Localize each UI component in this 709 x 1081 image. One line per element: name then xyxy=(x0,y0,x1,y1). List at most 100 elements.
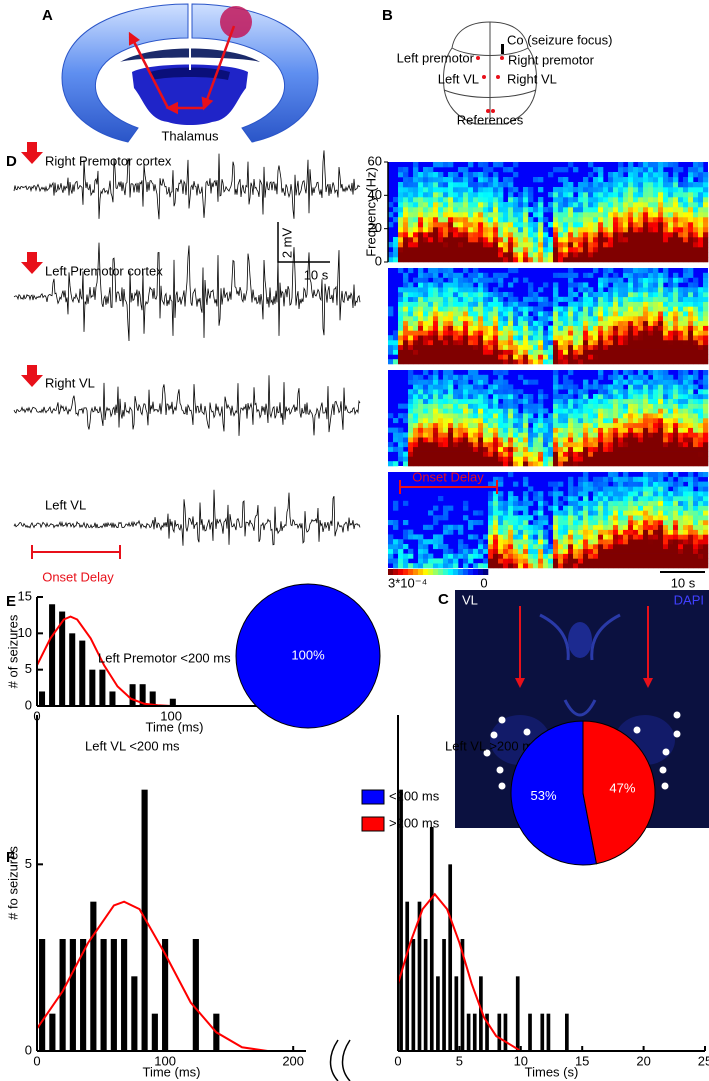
spectrogram-cell xyxy=(438,408,443,413)
spectrogram-cell xyxy=(398,192,403,197)
spectrogram-cell xyxy=(663,207,668,212)
spectrogram-cell xyxy=(473,237,478,242)
spectrogram-cell xyxy=(688,501,693,506)
spectrogram-cell xyxy=(478,423,483,428)
spectrogram-cell xyxy=(613,491,618,496)
spectrogram-cell xyxy=(553,461,558,466)
spectrogram-cell xyxy=(648,217,653,222)
spectrogram-cell xyxy=(543,217,548,222)
spectrogram-cell xyxy=(483,182,488,187)
spectrogram-cell xyxy=(683,202,688,207)
spectrogram-cell xyxy=(533,539,538,544)
spectrogram-cell xyxy=(698,418,703,423)
spectrogram-cell xyxy=(608,217,613,222)
spectrogram-cell xyxy=(463,432,468,437)
spectrogram-cell xyxy=(698,544,703,549)
spectrogram-cell xyxy=(473,257,478,262)
spectrogram-cell xyxy=(603,423,608,428)
spectrogram-cell xyxy=(458,273,463,278)
spectrogram-cell xyxy=(493,442,498,447)
spectrogram-cell xyxy=(668,380,673,385)
spectrogram-cell xyxy=(688,515,693,520)
spectrogram-cell xyxy=(438,496,443,501)
spectrogram-cell xyxy=(573,432,578,437)
spectrogram-cell xyxy=(673,278,678,283)
spectrogram-cell xyxy=(643,278,648,283)
spectrogram-cell xyxy=(658,207,663,212)
spectrogram-cell xyxy=(488,354,493,359)
spectrogram-cell xyxy=(628,477,633,482)
spectrogram-cell xyxy=(393,217,398,222)
spectrogram-cell xyxy=(458,321,463,326)
spectrogram-cell xyxy=(588,292,593,297)
spectrogram-cell xyxy=(403,432,408,437)
spectrogram-cell xyxy=(693,477,698,482)
spectrogram-cell xyxy=(518,418,523,423)
spectrogram-cell xyxy=(668,491,673,496)
spectrogram-cell xyxy=(593,359,598,364)
spectrogram-cell xyxy=(653,413,658,418)
spectrogram-cell xyxy=(448,456,453,461)
spectrogram-cell xyxy=(583,452,588,457)
spectrogram-cell xyxy=(418,461,423,466)
spectrogram-cell xyxy=(478,192,483,197)
spectrogram-cell xyxy=(443,354,448,359)
spectrogram-cell xyxy=(693,278,698,283)
spectrogram-cell xyxy=(568,534,573,539)
spectrogram-cell xyxy=(478,197,483,202)
spectrogram-cell xyxy=(658,370,663,375)
spectrogram-cell xyxy=(688,408,693,413)
colorbar-cell xyxy=(418,569,423,575)
spectrogram-cell xyxy=(483,447,488,452)
spectrogram-cell xyxy=(403,242,408,247)
spectrogram-cell xyxy=(408,326,413,331)
spectrogram-cell xyxy=(428,257,433,262)
spectrogram-cell xyxy=(603,525,608,530)
spectrogram-cell xyxy=(588,202,593,207)
spectrogram-cell xyxy=(633,257,638,262)
spectrogram-cell xyxy=(583,340,588,345)
spectrogram-cell xyxy=(538,350,543,355)
spectrogram-cell xyxy=(693,311,698,316)
spectrogram-cell xyxy=(558,554,563,559)
spectrogram-cell xyxy=(628,520,633,525)
spectrogram-cell xyxy=(618,177,623,182)
spectrogram-cell xyxy=(448,182,453,187)
spectrogram-cell xyxy=(518,428,523,433)
spectrogram-cell xyxy=(503,217,508,222)
spectrogram-cell xyxy=(453,340,458,345)
spectrogram-cell xyxy=(513,242,518,247)
spectrogram-cell xyxy=(403,452,408,457)
spectrogram-cell xyxy=(398,326,403,331)
spectrogram-cell xyxy=(698,380,703,385)
spectrogram-cell xyxy=(563,242,568,247)
spectrogram-cell xyxy=(543,530,548,535)
spectrogram-cell xyxy=(648,321,653,326)
spectrogram-cell xyxy=(523,491,528,496)
spectrogram-cell xyxy=(403,232,408,237)
spectrogram-cell xyxy=(638,491,643,496)
spectrogram-cell xyxy=(668,384,673,389)
spectrogram-cell xyxy=(653,515,658,520)
spectrogram-cell xyxy=(448,306,453,311)
spectrogram-cell xyxy=(648,515,653,520)
spectrogram-cell xyxy=(468,257,473,262)
spectrogram-cell xyxy=(623,472,628,477)
spectrogram-cell xyxy=(398,182,403,187)
spectrogram-cell xyxy=(633,292,638,297)
spectrogram-cell xyxy=(473,316,478,321)
spectrogram-cell xyxy=(673,482,678,487)
spectrogram-cell xyxy=(433,452,438,457)
spectrogram-cell xyxy=(623,549,628,554)
spectrogram-cell xyxy=(663,278,668,283)
spectrogram-cell xyxy=(573,539,578,544)
spectrogram-cell xyxy=(633,461,638,466)
spectrogram-cell xyxy=(618,437,623,442)
spectrogram-cell xyxy=(698,432,703,437)
spectrogram-cell xyxy=(518,321,523,326)
spectrogram-cell xyxy=(703,534,708,539)
spectrogram-cell xyxy=(643,162,648,167)
spectrogram-cell xyxy=(393,237,398,242)
spectrogram-cell xyxy=(703,558,708,563)
spectrogram-cell xyxy=(518,563,523,568)
